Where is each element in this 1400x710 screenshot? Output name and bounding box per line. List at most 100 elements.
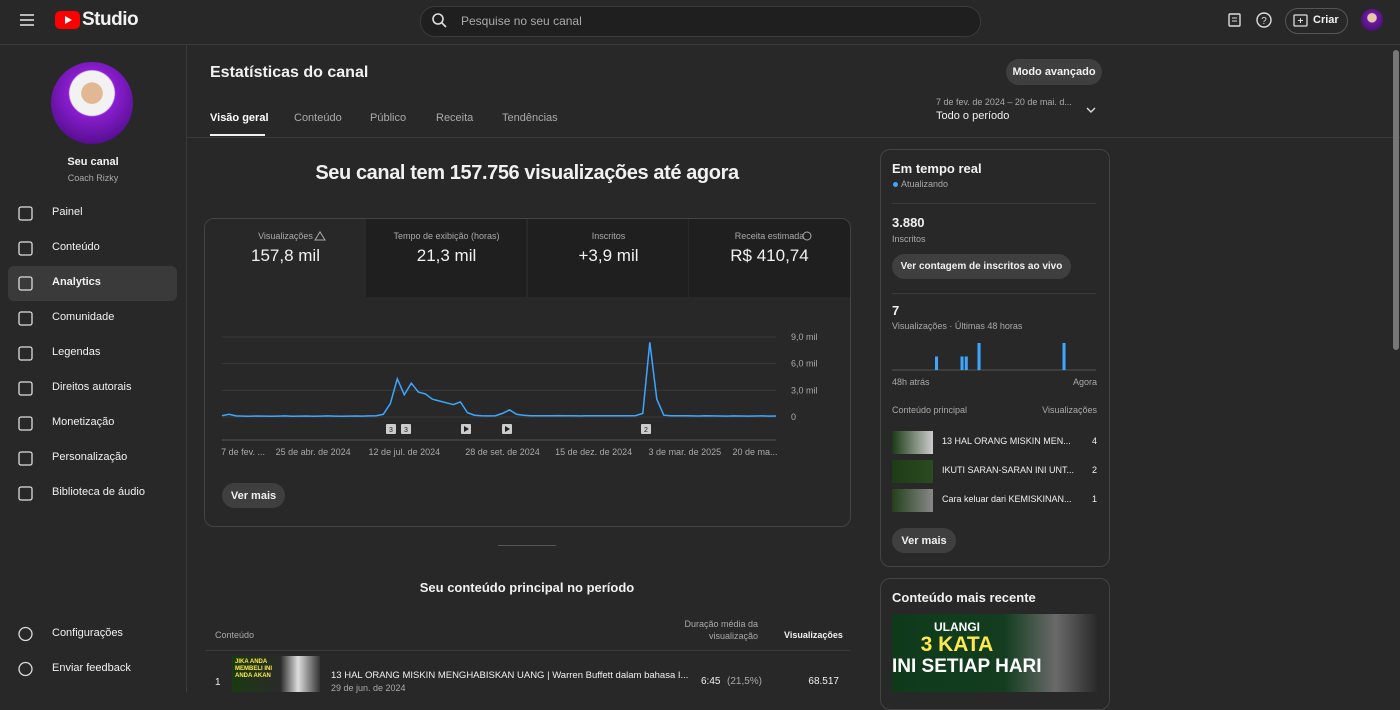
logo-icon[interactable] — [55, 11, 81, 29]
top-bar — [0, 0, 1400, 45]
column-header: Duração média da visualização — [684, 619, 758, 641]
nav-item[interactable]: Comunidade — [52, 311, 115, 323]
nav-icon — [18, 661, 33, 677]
nav-item[interactable]: Analytics — [52, 276, 101, 288]
nav-item[interactable]: Personalização — [52, 451, 128, 463]
video-date: 29 de jun. de 2024 — [331, 683, 406, 693]
column-header: Conteúdo — [215, 630, 255, 640]
stat-value: R$ 410,74 — [730, 246, 809, 265]
stat-label: Visualizações — [258, 231, 313, 241]
divider — [892, 293, 1096, 294]
stat-card[interactable] — [366, 219, 526, 297]
thumbnail-text: JIKA ANDA MEMBELI INI ANDA AKAN — [235, 659, 272, 679]
period-chevron[interactable] — [1085, 105, 1097, 115]
live-count-button[interactable]: Ver contagem de inscritos ao vivo — [892, 254, 1071, 279]
tab-underline — [210, 134, 265, 136]
nav-item[interactable]: Monetização — [52, 416, 115, 428]
stat-label: Tempo de exibição (horas) — [393, 231, 500, 241]
date-range[interactable]: 7 de fev. de 2024 – 20 de mai. d... — [936, 97, 1072, 107]
period[interactable]: Todo o período — [936, 110, 1010, 122]
nav-icon — [18, 346, 33, 361]
stat-card[interactable] — [528, 219, 688, 297]
item-thumbnail[interactable] — [892, 431, 933, 454]
subscriber-count: 3.880 — [892, 215, 925, 230]
axis-start-label: 48h atrás — [892, 377, 930, 387]
stat-value: 157,8 mil — [251, 246, 320, 265]
nav-icon — [18, 416, 33, 431]
avg-duration: 6:45 — [701, 676, 721, 687]
svg-text:?: ? — [1261, 16, 1267, 27]
tab[interactable]: Visão geral — [210, 112, 269, 124]
realtime-card — [880, 149, 1110, 567]
nav-item[interactable]: Direitos autorais — [52, 381, 132, 393]
help-icon[interactable]: ? — [1256, 12, 1274, 30]
channel-title: Seu canal — [67, 156, 119, 168]
item-title[interactable]: 13 HAL ORANG MISKIN MEN... — [942, 436, 1071, 446]
realtime-see-more[interactable]: Ver mais — [892, 528, 956, 553]
overview-card — [204, 218, 851, 527]
scrollbar[interactable] — [1393, 50, 1399, 350]
recent-thumbnail[interactable] — [892, 614, 1097, 692]
top-content-title: Seu conteúdo principal no período — [419, 580, 635, 595]
column-header[interactable]: Visualizações — [784, 630, 843, 640]
item-title[interactable]: Cara keluar dari KEMISKINAN... — [942, 494, 1072, 504]
video-thumbnail[interactable] — [232, 656, 320, 692]
headline: Seu canal tem 157.756 visualizações até … — [315, 162, 739, 184]
tab[interactable]: Público — [370, 112, 407, 124]
nav-item[interactable]: Conteúdo — [52, 241, 100, 253]
avg-percent: (21,5%) — [727, 676, 763, 687]
thumbnail-line: INI SETIAP HARI — [892, 656, 1042, 677]
subscriber-label: Inscritos — [892, 234, 926, 244]
advanced-mode-button[interactable]: Modo avançado — [1006, 59, 1102, 85]
realtime-title: Em tempo real — [892, 161, 982, 176]
item-thumbnail[interactable] — [892, 489, 933, 512]
account-avatar[interactable] — [1361, 9, 1383, 31]
status-dot — [893, 182, 898, 187]
divider — [892, 203, 1096, 204]
nav-icon — [18, 206, 33, 221]
tabs-divider — [187, 137, 1400, 138]
nav-item[interactable]: Painel — [52, 206, 83, 218]
stat-label: Receita estimada — [734, 231, 805, 241]
top-content-label: Conteúdo principal — [892, 405, 968, 415]
tab[interactable]: Receita — [436, 112, 474, 124]
stat-card[interactable] — [689, 219, 850, 297]
nav-item[interactable]: Biblioteca de áudio — [52, 486, 145, 498]
search-icon — [432, 13, 447, 28]
divider — [498, 545, 556, 546]
item-views: 2 — [1091, 465, 1097, 475]
video-title[interactable]: 13 HAL ORANG MISKIN MENGHABISKAN UANG | … — [331, 670, 689, 681]
nav-icon — [18, 381, 33, 396]
search-box[interactable] — [420, 6, 981, 37]
realtime-views: 7 — [892, 303, 900, 318]
top-views-label: Visualizações — [1042, 405, 1097, 415]
create-button[interactable] — [1285, 8, 1348, 34]
tab[interactable]: Conteúdo — [294, 112, 342, 124]
item-views: 4 — [1091, 436, 1097, 446]
channel-avatar[interactable] — [51, 62, 133, 144]
thumbnail-line: 3 KATA — [920, 633, 994, 656]
stat-card[interactable] — [205, 219, 365, 297]
see-more-button[interactable]: Ver mais — [222, 483, 285, 508]
nav-icon — [18, 451, 33, 466]
realtime-status: Atualizando — [901, 179, 949, 189]
nav-item[interactable]: Legendas — [52, 346, 101, 358]
feedback-icon[interactable] — [1227, 12, 1243, 30]
nav-item[interactable]: Configurações — [52, 627, 123, 639]
logo-text[interactable]: Studio — [82, 9, 139, 30]
nav-icon — [18, 486, 33, 501]
nav-item[interactable]: Enviar feedback — [52, 662, 131, 674]
nav-icon — [18, 241, 33, 256]
tab[interactable]: Tendências — [502, 112, 558, 124]
table-divider — [205, 650, 850, 651]
stat-value: 21,3 mil — [416, 246, 477, 265]
item-thumbnail[interactable] — [892, 460, 933, 483]
create-label[interactable]: Criar — [1313, 14, 1339, 26]
video-views: 68.517 — [808, 676, 839, 687]
menu-icon[interactable] — [18, 12, 36, 28]
page-title: Estatísticas do canal — [210, 64, 369, 81]
nav-icon — [18, 626, 33, 642]
item-views: 1 — [1091, 494, 1097, 504]
item-title[interactable]: IKUTI SARAN-SARAN INI UNT... — [942, 465, 1075, 475]
